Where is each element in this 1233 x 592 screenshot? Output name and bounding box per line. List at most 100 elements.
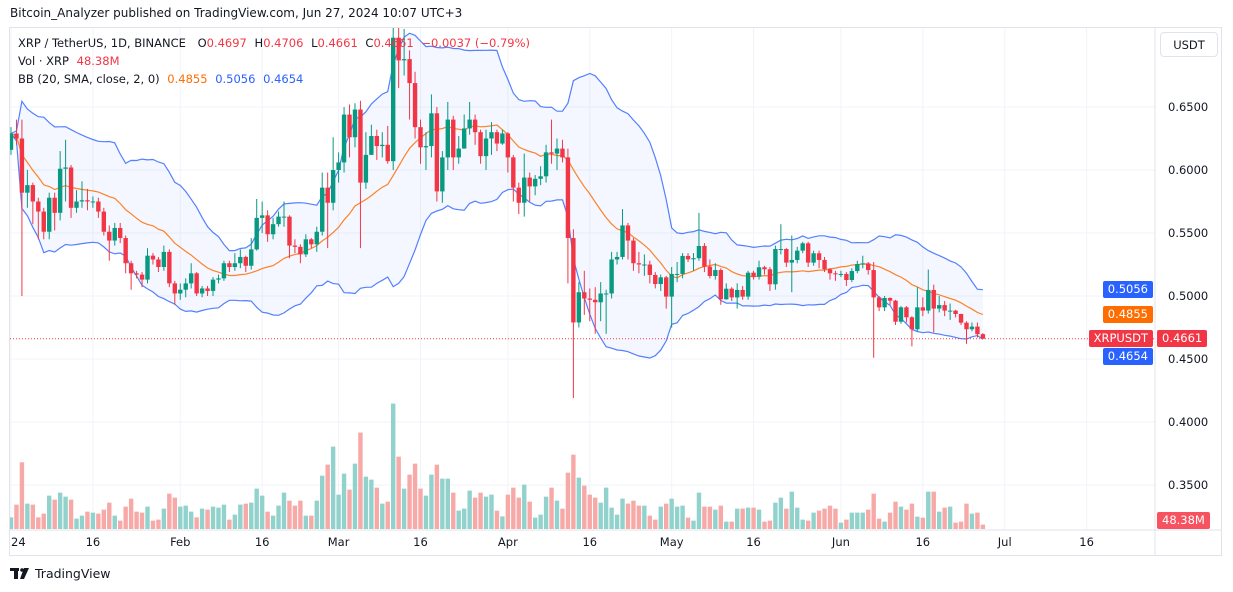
volume-bar xyxy=(161,508,167,529)
tradingview-logo-icon xyxy=(10,567,29,579)
volume-bar xyxy=(265,511,270,529)
candle-body xyxy=(953,310,958,315)
candle-body xyxy=(691,258,696,260)
price-tick-label: 0.6000 xyxy=(1168,163,1208,177)
volume-bar xyxy=(221,504,227,529)
time-tick-label: 24 xyxy=(11,535,26,549)
volume-bar xyxy=(609,507,614,529)
footer-brand[interactable]: TradingView xyxy=(10,566,111,581)
candle-body xyxy=(669,273,674,297)
volume-bar xyxy=(254,488,259,529)
candle-body xyxy=(19,138,25,193)
candle-body xyxy=(631,240,636,264)
candle-body xyxy=(980,334,986,339)
candle-body xyxy=(352,109,358,138)
volume-bar xyxy=(85,511,90,529)
candle-body xyxy=(478,132,483,157)
volume-bar xyxy=(145,506,150,529)
volume-bar xyxy=(620,498,625,529)
volume-bar xyxy=(532,517,538,529)
candle-body xyxy=(745,272,751,297)
volume-bar xyxy=(467,490,472,529)
volume-bar xyxy=(953,522,958,529)
candle-body xyxy=(904,307,909,318)
volume-bar xyxy=(90,512,96,529)
volume-bar xyxy=(41,513,46,529)
volume-bar xyxy=(112,515,117,529)
candle-body xyxy=(74,201,79,208)
volume-bar xyxy=(401,488,407,529)
candle-body xyxy=(287,216,292,246)
candle-body xyxy=(309,239,314,245)
volume-bar xyxy=(538,514,543,529)
price-tick-label: 0.3500 xyxy=(1168,478,1208,492)
volume-bar xyxy=(440,478,445,529)
candle-body xyxy=(620,225,625,257)
time-tick-label: 16 xyxy=(255,535,270,549)
volume-bar xyxy=(827,505,833,529)
candle-body xyxy=(674,273,680,275)
volume-bar xyxy=(893,501,898,529)
volume-bar xyxy=(128,498,134,529)
volume-bar xyxy=(205,509,210,529)
volume-bar xyxy=(844,519,849,529)
time-tick-label: 16 xyxy=(915,535,930,549)
volume-bar xyxy=(549,487,554,529)
legend-volume-row[interactable]: Vol · XRP 48.38M xyxy=(18,54,124,68)
candle-body xyxy=(964,322,969,330)
volume-bar xyxy=(156,519,161,529)
volume-bar xyxy=(691,520,696,529)
legend-low: 0.4661 xyxy=(317,36,358,50)
candle-body xyxy=(221,263,227,279)
legend-symbol: XRP / TetherUS, 1D, BINANCE xyxy=(18,36,186,50)
price-tick-label: 0.6500 xyxy=(1168,100,1208,114)
candle-body xyxy=(52,197,57,213)
candle-body xyxy=(598,293,603,303)
legend-symbol-row[interactable]: XRP / TetherUS, 1D, BINANCE O0.4697 H0.4… xyxy=(18,36,534,50)
candle-body xyxy=(161,251,167,268)
candle-body xyxy=(385,144,390,162)
volume-bar xyxy=(789,491,794,529)
legend-change: −0.0037 (−0.79%) xyxy=(421,36,531,50)
candle-body xyxy=(118,227,123,239)
volume-bar xyxy=(926,491,931,529)
bb-lower-line xyxy=(10,133,984,359)
volume-bar xyxy=(762,521,767,529)
legend-bb-label: BB (20, SMA, close, 2, 0) xyxy=(18,72,160,86)
currency-button[interactable]: USDT xyxy=(1160,32,1218,57)
candle-body xyxy=(718,270,723,300)
volume-bar xyxy=(964,503,969,529)
volume-bar xyxy=(636,505,642,529)
volume-bar xyxy=(942,507,947,529)
candle-body xyxy=(582,292,587,299)
candle-body xyxy=(434,113,440,192)
volume-bar xyxy=(472,497,478,529)
volume-bar xyxy=(63,496,68,529)
candle-body xyxy=(341,114,347,163)
candle-body xyxy=(751,272,756,277)
volume-bar xyxy=(347,489,352,529)
volume-bar xyxy=(543,496,549,529)
legend-bb-row[interactable]: BB (20, SMA, close, 2, 0) 0.4855 0.5056 … xyxy=(18,72,307,86)
candle-body xyxy=(565,157,571,239)
volume-bar xyxy=(451,492,456,529)
candle-body xyxy=(822,259,827,270)
volume-bar xyxy=(292,505,298,529)
volume-bar xyxy=(593,497,598,529)
time-tick-label: 16 xyxy=(746,535,761,549)
volume-bar xyxy=(118,520,123,529)
volume-bar xyxy=(150,520,156,529)
volume-bar xyxy=(423,495,429,529)
volume-bar xyxy=(330,446,336,529)
candle-body xyxy=(139,274,145,280)
legend-bb-lower: 0.4654 xyxy=(263,72,304,86)
candle-body xyxy=(844,273,849,280)
candle-body xyxy=(57,168,63,213)
candle-body xyxy=(150,255,156,260)
volume-bar xyxy=(931,491,936,529)
volume-bar xyxy=(249,502,254,529)
candle-body xyxy=(937,305,942,309)
candle-body xyxy=(429,113,434,147)
volume-bar xyxy=(281,492,287,529)
